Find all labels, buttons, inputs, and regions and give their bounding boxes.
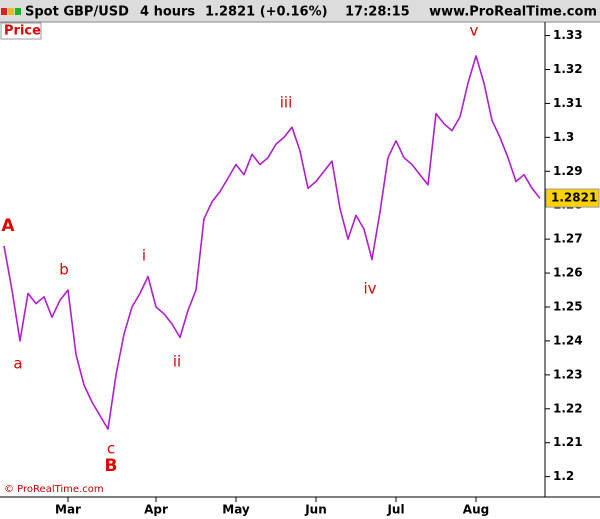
time: 17:28:15 xyxy=(345,5,410,20)
x-tick-label: Aug xyxy=(463,503,489,517)
minimize-button[interactable] xyxy=(8,8,14,15)
wave-label: a xyxy=(13,355,22,373)
instrument: Spot GBP/USD xyxy=(25,5,129,20)
wave-label: iii xyxy=(280,94,293,112)
y-tick-label: 1.32 xyxy=(553,62,583,76)
y-tick-label: 1.22 xyxy=(553,401,583,415)
y-tick-label: 1.3 xyxy=(553,130,574,144)
last-price-box xyxy=(545,188,600,208)
x-tick-label: Mar xyxy=(55,503,81,517)
wave-label: v xyxy=(470,22,479,40)
wave-label: A xyxy=(1,216,15,236)
y-tick-label: 1.25 xyxy=(553,300,583,314)
y-tick-label: 1.24 xyxy=(553,333,583,347)
wave-label: b xyxy=(59,261,69,279)
maximize-button[interactable] xyxy=(15,8,21,15)
timeframe: 4 hours xyxy=(140,5,195,20)
wave-label: c xyxy=(107,440,115,458)
x-tick-label: Apr xyxy=(144,503,168,517)
x-tick-label: Jul xyxy=(386,503,404,517)
panel-label-box xyxy=(0,22,42,40)
y-tick-label: 1.29 xyxy=(553,164,583,178)
price-line xyxy=(3,55,541,430)
x-tick-label: May xyxy=(222,503,250,517)
wave-label: i xyxy=(142,247,146,265)
copyright: © ProRealTime.com xyxy=(4,484,104,495)
close-button[interactable] xyxy=(1,8,7,15)
site: www.ProRealTime.com xyxy=(429,5,597,20)
y-tick-label: 1.31 xyxy=(553,96,583,110)
y-tick-label: 1.27 xyxy=(553,232,583,246)
last-price-label: 1.2821 xyxy=(551,191,597,205)
wave-label: B xyxy=(105,456,118,476)
y-tick-label: 1.26 xyxy=(553,266,583,280)
quote: 1.2821 (+0.16%) xyxy=(205,5,328,20)
wave-label: ii xyxy=(173,353,181,371)
header-bar xyxy=(0,0,600,22)
x-tick-label: Jun xyxy=(304,503,327,517)
y-tick-label: 1.23 xyxy=(553,367,583,381)
y-tick-label: 1.2 xyxy=(553,469,574,483)
y-tick-label: 1.21 xyxy=(553,435,583,449)
y-tick-label: 1.33 xyxy=(553,28,583,42)
panel-label: Price xyxy=(4,24,41,39)
wave-label: iv xyxy=(363,280,376,298)
